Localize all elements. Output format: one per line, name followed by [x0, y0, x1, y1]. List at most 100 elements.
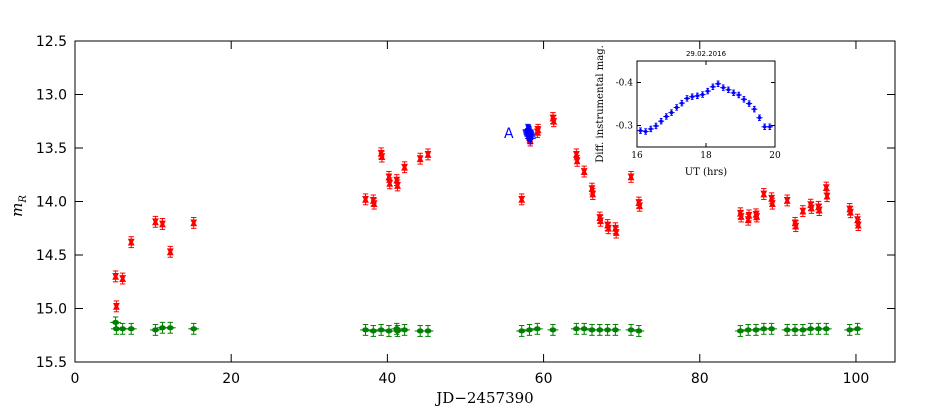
main-point-0-4	[152, 215, 159, 228]
main-y-tick-label-6: 15.5	[36, 355, 67, 371]
inset-point-0-5	[663, 113, 670, 120]
main-point-1-9	[367, 325, 379, 337]
main-point-1-14	[399, 323, 411, 336]
main-point-1-34	[781, 323, 793, 336]
inset-y-ticks: -0.4 -0.3	[616, 79, 775, 132]
main-x-tick-label-3: 60	[535, 371, 553, 387]
inset-point-0-16	[720, 84, 727, 91]
main-point-0-47	[760, 188, 768, 200]
inset-point-0-0	[637, 127, 644, 134]
inset-plot: 29.02.2016 16 18 20 -0.4 -0.3 UT (hrs) Diff…	[595, 45, 781, 178]
main-point-0-55	[808, 201, 815, 214]
main-point-0-44	[745, 209, 753, 222]
inset-point-0-17	[725, 86, 732, 94]
inset-plot-frame	[636, 60, 776, 148]
main-point-0-2	[119, 272, 127, 285]
main-point-0-58	[822, 181, 830, 194]
main-point-0-42	[737, 210, 745, 223]
inset-point-0-14	[709, 83, 716, 91]
main-series-0	[112, 112, 862, 313]
main-x-ticks: 0 20 40 60 80 100	[71, 41, 869, 387]
main-series	[110, 112, 863, 337]
main-point-1-3	[125, 322, 137, 335]
main-point-0-40	[636, 199, 644, 212]
main-y-ticks: 12.5 13.0 13.5 14.0 14.5 15.0 15.5	[36, 34, 895, 371]
main-point-1-22	[578, 322, 590, 335]
main-point-0-31	[589, 188, 597, 200]
main-point-0-3	[127, 236, 135, 249]
main-y-tick-label-2: 13.5	[36, 141, 67, 157]
main-y-tick-label-5: 15.0	[36, 302, 67, 318]
main-point-1-26	[609, 323, 621, 336]
main-point-1-27	[625, 323, 637, 336]
main-point-1-0	[110, 316, 122, 329]
main-point-0-8	[362, 193, 369, 206]
main-point-0-12	[378, 150, 386, 163]
main-y-tick-label-0: 12.5	[36, 34, 67, 50]
main-point-0-28	[573, 154, 581, 167]
main-point-0-52	[792, 220, 800, 233]
inset-point-0-24	[761, 123, 768, 131]
inset-point-0-23	[756, 114, 763, 121]
main-point-0-24	[534, 123, 542, 136]
main-point-0-35	[604, 222, 612, 235]
main-point-1-5	[157, 321, 168, 334]
main-point-1-32	[758, 322, 770, 335]
main-point-0-61	[847, 206, 854, 219]
main-point-0-0	[112, 270, 120, 283]
main-point-1-16	[422, 325, 434, 337]
main-series-2	[522, 123, 536, 145]
inset-x-ticks: 16 18 20	[631, 61, 781, 161]
inset-point-0-22	[751, 105, 758, 113]
inset-point-0-12	[699, 91, 706, 98]
inset-point-0-3	[652, 122, 660, 130]
main-x-tick-label-1: 20	[222, 371, 240, 387]
main-point-1-31	[750, 323, 762, 336]
inset-point-0-15	[715, 80, 722, 88]
main-point-1-40	[844, 323, 856, 336]
main-point-1-33	[766, 322, 778, 335]
main-point-1-17	[516, 325, 528, 337]
main-y-tick-label-1: 13.0	[36, 88, 67, 104]
inset-y-axis-label: Diff. instrumental mag.	[595, 45, 606, 163]
main-point-0-17	[401, 161, 408, 174]
main-point-1-13	[392, 325, 403, 337]
inset-point-0-2	[647, 125, 654, 133]
inset-point-0-21	[746, 100, 753, 107]
main-y-tick-label-3: 14.0	[36, 195, 67, 211]
main-point-0-63	[854, 219, 862, 231]
inset-series	[637, 80, 773, 135]
x-axis-label: JD−2457390	[434, 389, 533, 407]
main-point-0-53	[799, 205, 807, 218]
inset-title: 29.02.2016	[686, 50, 727, 58]
main-point-0-38	[627, 170, 635, 183]
main-point-0-19	[424, 148, 432, 161]
main-point-1-4	[149, 323, 161, 336]
main-point-0-59	[823, 190, 831, 203]
inset-x-tick-label-0: 16	[631, 151, 643, 161]
main-point-1-21	[570, 322, 582, 335]
y-axis-label: mR	[8, 195, 29, 217]
inset-point-0-6	[668, 109, 675, 116]
main-point-1-18	[524, 323, 535, 336]
main-point-1-10	[375, 323, 387, 336]
main-point-1-2	[117, 322, 129, 335]
inset-point-0-8	[678, 99, 685, 107]
main-point-0-37	[612, 226, 620, 239]
main-point-2-7	[523, 127, 535, 139]
inset-x-axis-label: UT (hrs)	[685, 167, 728, 178]
inset-x-tick-label-1: 18	[700, 151, 712, 161]
main-point-0-49	[768, 197, 776, 210]
main-point-1-20	[547, 323, 559, 336]
main-point-1-11	[383, 325, 395, 337]
inset-y-tick-label-1: -0.3	[616, 122, 634, 132]
inset-series-0	[637, 80, 773, 135]
main-point-1-8	[360, 323, 371, 336]
main-point-1-19	[531, 322, 543, 335]
inset-point-0-4	[658, 117, 665, 125]
main-plot: 0 20 40 60 80 100 12.5 13.0 13.5 14.0 14.5 15.0 15.…	[8, 34, 896, 407]
main-point-1-29	[734, 325, 746, 337]
inset-point-0-13	[704, 87, 711, 95]
main-point-0-57	[815, 204, 823, 216]
